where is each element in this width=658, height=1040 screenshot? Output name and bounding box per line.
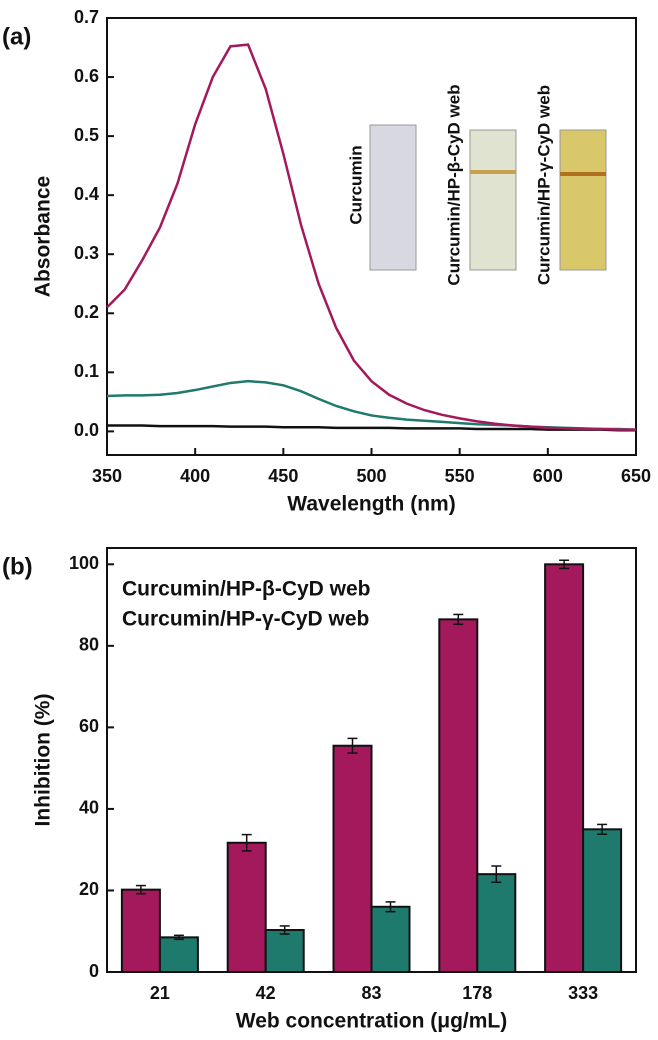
y-tick-label: 0.4 [74,184,99,204]
error-bar [347,737,358,754]
x-tick-label: 333 [568,983,598,1003]
bar [264,929,305,973]
y-tick-label: 0.0 [74,420,99,440]
y-tick-label: 0.6 [74,66,99,86]
y-tick-label: 20 [79,879,99,899]
data-line [107,424,636,432]
y-tick-label: 0.1 [74,361,99,381]
bar [370,905,411,973]
y-tick-label: 0 [89,961,99,981]
vials [369,124,607,271]
vial [559,129,607,271]
error-bar [453,613,464,625]
error-bar [173,934,184,941]
bar [582,828,623,973]
x-tick-label: 350 [92,466,122,486]
y-tick-label: 0.7 [74,7,99,27]
bar [120,888,161,974]
bar [476,873,517,974]
x-tick-label: 21 [150,983,170,1003]
panel-label: (a) [2,23,31,50]
y-axis-title: Inhibition (%) [32,694,55,827]
bar [544,563,585,973]
x-tick-label: 600 [533,466,563,486]
error-bar [279,925,290,935]
x-tick-label: 650 [621,466,651,486]
x-tick-label: 450 [268,466,298,486]
y-tick-label: 100 [69,553,99,573]
x-tick-label: 400 [180,466,210,486]
vial [369,124,417,271]
legend-entry: Curcumin/HP-β-CyD web [122,578,371,601]
error-bar [597,823,608,835]
panel-label: (b) [2,553,33,580]
vial-label: Curcumin/HP-γ-CyD web [534,85,553,285]
vial-label: Curcumin [346,145,365,224]
x-tick-label: 42 [256,983,276,1003]
x-axis-title: Wavelength (nm) [287,493,455,516]
bar [226,841,267,973]
y-tick-label: 0.5 [74,125,99,145]
bar [438,618,479,973]
data-line [106,379,637,431]
x-axis-title: Web concentration (μg/mL) [236,1010,507,1033]
vial-meniscus [470,170,516,174]
x-tick-label: 83 [361,983,381,1003]
error-bar [559,559,570,570]
x-tick-label: 178 [462,983,492,1003]
bar [158,936,199,973]
data-line [106,43,636,431]
legend-entry: Curcumin/HP-γ-CyD web [122,608,369,631]
vial-label: Curcumin/HP-β-CyD web [444,84,463,285]
y-axis-title: Absorbance [32,176,55,297]
y-tick-label: 0.2 [74,302,99,322]
y-tick-label: 40 [79,798,99,818]
bar [332,744,373,973]
error-bar [385,901,396,913]
x-tick-label: 550 [445,466,475,486]
error-bar [241,833,252,852]
y-tick-label: 60 [79,716,99,736]
vial [469,129,517,271]
y-tick-label: 0.3 [74,243,99,263]
y-tick-label: 80 [79,635,99,655]
vial-meniscus [560,172,606,176]
x-tick-label: 500 [356,466,386,486]
error-bar [135,884,146,895]
error-bar [491,865,502,884]
